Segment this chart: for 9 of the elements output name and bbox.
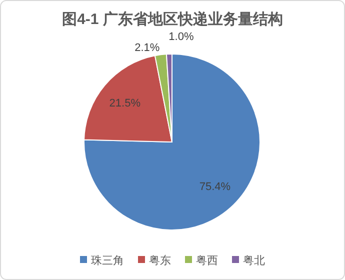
legend-label: 粤东 [149, 254, 171, 267]
legend-label: 珠三角 [91, 254, 124, 267]
data-label: 75.4% [199, 181, 231, 194]
data-label: 21.5% [109, 97, 141, 110]
data-label: 2.1% [134, 42, 160, 54]
legend-label: 粤西 [196, 255, 218, 267]
chart-title: 图4-1 广东省地区快递业务量结构 [62, 10, 283, 28]
data-label: 1.0% [168, 31, 194, 44]
legend-label: 粤北 [243, 254, 265, 267]
